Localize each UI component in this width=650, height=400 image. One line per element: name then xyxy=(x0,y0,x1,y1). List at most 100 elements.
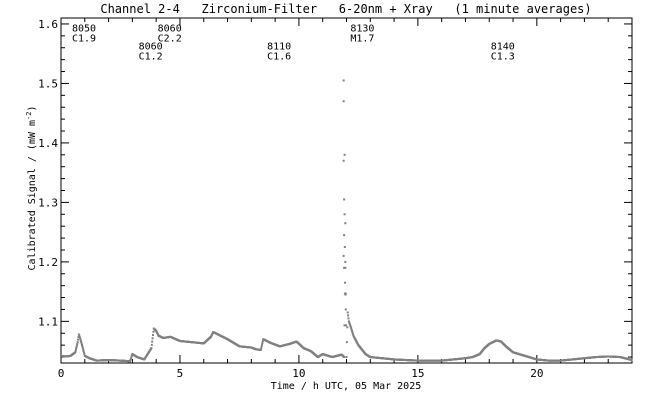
flare-label: 8140 C1.3 xyxy=(491,42,515,63)
data-point xyxy=(151,340,154,343)
y-axis-label-main: Calibrated Signal / (mW m xyxy=(27,120,38,271)
x-tick-label: 10 xyxy=(292,367,305,380)
flare-id: 8060 xyxy=(158,24,182,35)
data-point xyxy=(151,334,154,337)
y-axis-label-sup: -2 xyxy=(25,112,33,120)
data-point xyxy=(630,358,633,361)
data-point xyxy=(74,351,77,354)
data-point xyxy=(78,334,81,337)
flare-point xyxy=(343,234,346,237)
data-point xyxy=(76,342,79,345)
data-point xyxy=(349,325,352,328)
data-point xyxy=(346,326,349,329)
flare-class: C1.2 xyxy=(139,52,163,63)
data-point xyxy=(349,323,352,326)
y-tick-label: 1.3 xyxy=(38,196,58,209)
data-point xyxy=(128,360,131,363)
data-point xyxy=(347,320,350,323)
flare-label: 8050 C1.9 xyxy=(72,24,96,45)
flare-point xyxy=(342,254,345,257)
data-point xyxy=(351,330,354,333)
data-point xyxy=(350,327,353,330)
flare-class: C1.3 xyxy=(491,52,515,63)
flare-point xyxy=(344,293,347,296)
data-point xyxy=(77,333,80,336)
data-point xyxy=(76,341,79,344)
data-point xyxy=(261,343,264,346)
y-tick-label: 1.6 xyxy=(38,18,58,31)
data-point xyxy=(77,336,80,339)
flare-point xyxy=(342,159,345,162)
flare-class: C2.2 xyxy=(158,34,182,45)
x-tick-label: 0 xyxy=(58,367,65,380)
data-point xyxy=(260,345,263,348)
data-point xyxy=(80,341,83,344)
flare-point xyxy=(343,246,346,249)
data-point xyxy=(79,338,82,341)
data-point xyxy=(261,341,264,344)
data-point xyxy=(349,326,352,329)
flare-point xyxy=(343,153,346,156)
data-point xyxy=(343,324,346,327)
data-points xyxy=(60,79,633,363)
flare-point xyxy=(344,222,347,225)
data-point xyxy=(260,347,263,350)
data-point xyxy=(129,357,132,360)
x-tick-label: 20 xyxy=(530,367,543,380)
flare-point xyxy=(342,79,345,82)
flare-id: 8110 xyxy=(267,42,291,53)
x-tick-label: 5 xyxy=(177,367,184,380)
flare-label: 8060 C1.2 xyxy=(139,42,163,63)
data-point xyxy=(345,341,348,344)
data-point xyxy=(129,359,132,362)
data-point xyxy=(81,343,84,346)
data-point xyxy=(78,335,81,338)
data-point xyxy=(79,337,82,340)
data-point xyxy=(348,321,351,324)
data-point xyxy=(79,339,82,342)
data-point xyxy=(259,348,262,351)
data-point xyxy=(151,337,154,340)
data-point xyxy=(261,339,264,342)
data-point xyxy=(75,346,78,349)
y-tick-label: 1.4 xyxy=(38,137,58,150)
flare-label: 8110 C1.6 xyxy=(267,42,291,63)
flare-point xyxy=(344,281,347,284)
flare-point xyxy=(342,100,345,103)
plot-frame xyxy=(60,17,633,364)
data-point xyxy=(80,342,83,345)
flare-point xyxy=(343,213,346,216)
axis-tick-labels: 0 5 10 15 20 1.1 1.2 1.3 1.4 1.5 1.6 xyxy=(38,18,543,380)
data-point xyxy=(152,330,155,333)
data-point xyxy=(82,348,85,351)
data-point xyxy=(77,338,80,341)
data-point xyxy=(347,317,350,320)
data-point xyxy=(346,311,349,314)
data-point xyxy=(350,328,353,331)
data-point xyxy=(82,350,85,353)
x-axis-label: Time / h UTC, 05 Mar 2025 xyxy=(271,381,422,392)
data-point xyxy=(150,343,153,346)
plot-border xyxy=(60,17,633,364)
flare-label: 8060 C2.2 xyxy=(158,24,182,45)
data-point xyxy=(81,345,84,348)
y-axis-label: Calibrated Signal / (mW m-2) xyxy=(25,106,38,271)
y-axis-label-close: ) xyxy=(27,106,38,112)
flare-id: 8130 xyxy=(350,24,374,35)
y-tick-label: 1.1 xyxy=(38,315,58,328)
data-point xyxy=(75,347,78,350)
data-point xyxy=(351,332,354,335)
flare-id: 8050 xyxy=(72,24,96,35)
flare-point xyxy=(343,198,346,201)
data-point xyxy=(352,333,355,336)
data-point xyxy=(75,344,78,347)
flare-point xyxy=(344,266,347,269)
flare-point xyxy=(343,266,346,269)
data-point xyxy=(345,324,348,327)
data-point xyxy=(347,314,350,317)
data-point xyxy=(150,347,153,350)
data-point xyxy=(83,353,86,356)
x-tick-label: 15 xyxy=(411,367,424,380)
